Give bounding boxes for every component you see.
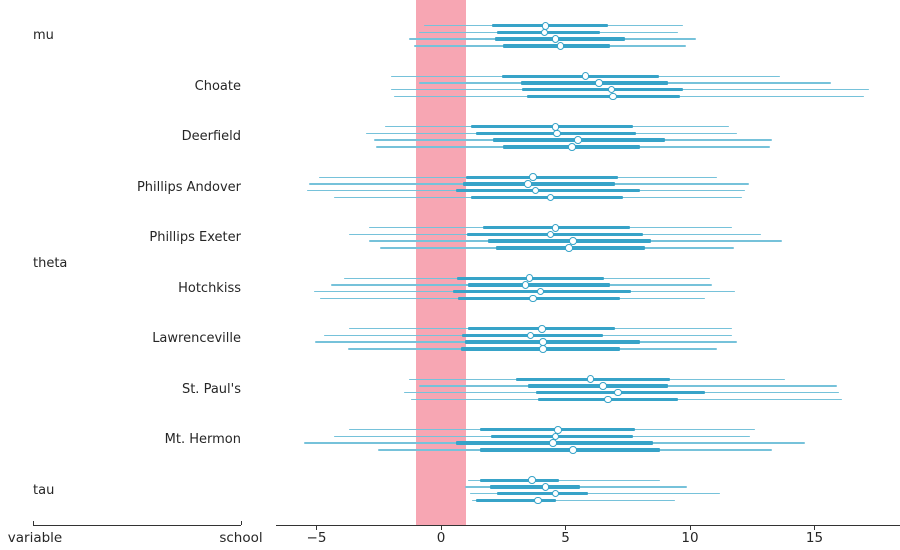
main-x-axis [276, 525, 900, 526]
point-estimate-marker [613, 388, 622, 397]
point-estimate-marker [586, 375, 595, 384]
outer-interval-line [468, 479, 661, 481]
label-axis-end-tick [32, 520, 34, 525]
point-estimate-marker [574, 136, 582, 144]
point-estimate-marker [531, 186, 540, 195]
point-estimate-marker [551, 489, 560, 498]
point-estimate-marker [567, 143, 576, 151]
point-estimate-marker [540, 28, 549, 37]
x-axis-tick [316, 526, 317, 530]
column-header-school: school [219, 530, 263, 546]
inner-interval-line [479, 478, 560, 482]
inner-interval-line [465, 175, 618, 179]
x-axis-tick [440, 526, 442, 530]
point-estimate-marker [539, 345, 547, 353]
point-estimate-marker [551, 35, 560, 43]
point-estimate-marker [549, 439, 557, 447]
label-column-axis [33, 525, 241, 526]
inner-interval-line [463, 182, 616, 186]
point-estimate-marker [599, 382, 607, 390]
inner-interval-line [455, 188, 641, 193]
inner-interval-line [497, 30, 601, 35]
point-estimate-marker [538, 324, 546, 333]
inner-interval-line [502, 74, 659, 78]
point-estimate-marker [581, 72, 590, 81]
point-estimate-marker [569, 446, 577, 454]
x-axis-tick-label: 15 [805, 530, 824, 546]
point-estimate-marker [551, 223, 560, 232]
x-axis-tick [689, 526, 691, 530]
point-estimate-marker [604, 395, 612, 404]
x-axis-tick-label: 10 [681, 530, 699, 546]
point-estimate-marker [529, 173, 537, 182]
inner-interval-line [490, 434, 633, 439]
inner-interval-line [489, 485, 581, 489]
point-estimate-marker [529, 294, 537, 303]
inner-interval-line [521, 87, 683, 92]
outer-interval-line [469, 492, 720, 495]
point-estimate-marker [546, 230, 555, 239]
point-estimate-marker [595, 79, 603, 87]
point-estimate-marker [534, 496, 542, 505]
column-header-variable: variable [7, 530, 63, 546]
label-axis-end-tick [240, 520, 242, 525]
x-axis-tick-label: 5 [561, 530, 570, 546]
variable-label: theta [33, 255, 68, 271]
x-axis-tick [814, 526, 815, 530]
point-estimate-marker [546, 193, 555, 202]
x-axis-tick-label: 0 [436, 530, 446, 546]
point-estimate-marker [528, 476, 536, 485]
point-estimate-marker [609, 92, 617, 101]
point-estimate-marker [556, 42, 565, 50]
inner-interval-line [494, 37, 626, 41]
inner-interval-line [475, 498, 556, 503]
point-estimate-marker [526, 331, 535, 340]
inner-interval-line [497, 491, 588, 496]
variable-label: mu [33, 28, 54, 44]
point-estimate-marker [524, 180, 532, 188]
outer-interval-line [472, 499, 676, 502]
inner-interval-line [468, 283, 611, 287]
point-estimate-marker [552, 129, 561, 138]
school-label: Choate [194, 78, 241, 94]
x-axis-tick-label: −5 [306, 530, 327, 546]
point-estimate-marker [525, 274, 534, 283]
school-label: St. Paul's [181, 381, 241, 397]
point-estimate-marker [569, 237, 577, 245]
school-label: Deerfield [181, 129, 241, 145]
inner-interval-line [528, 384, 668, 388]
x-axis-tick [565, 526, 566, 530]
point-estimate-marker [541, 483, 550, 491]
school-label: Lawrenceville [152, 331, 241, 347]
point-estimate-marker [521, 281, 530, 289]
school-label: Phillips Andover [136, 179, 241, 195]
point-estimate-marker [536, 287, 545, 296]
rope-band [416, 0, 466, 525]
inner-interval-line [526, 94, 681, 99]
inner-interval-line [467, 232, 643, 237]
inner-interval-line [520, 81, 668, 85]
variable-label: tau [33, 482, 55, 498]
point-estimate-marker [565, 244, 574, 252]
inner-interval-line [492, 24, 608, 28]
school-label: Phillips Exeter [149, 230, 241, 246]
inner-interval-line [464, 340, 641, 344]
school-label: Hotchkiss [178, 280, 241, 296]
point-estimate-marker [554, 425, 562, 434]
inner-interval-line [458, 296, 621, 301]
school-label: Mt. Hermon [164, 432, 241, 448]
